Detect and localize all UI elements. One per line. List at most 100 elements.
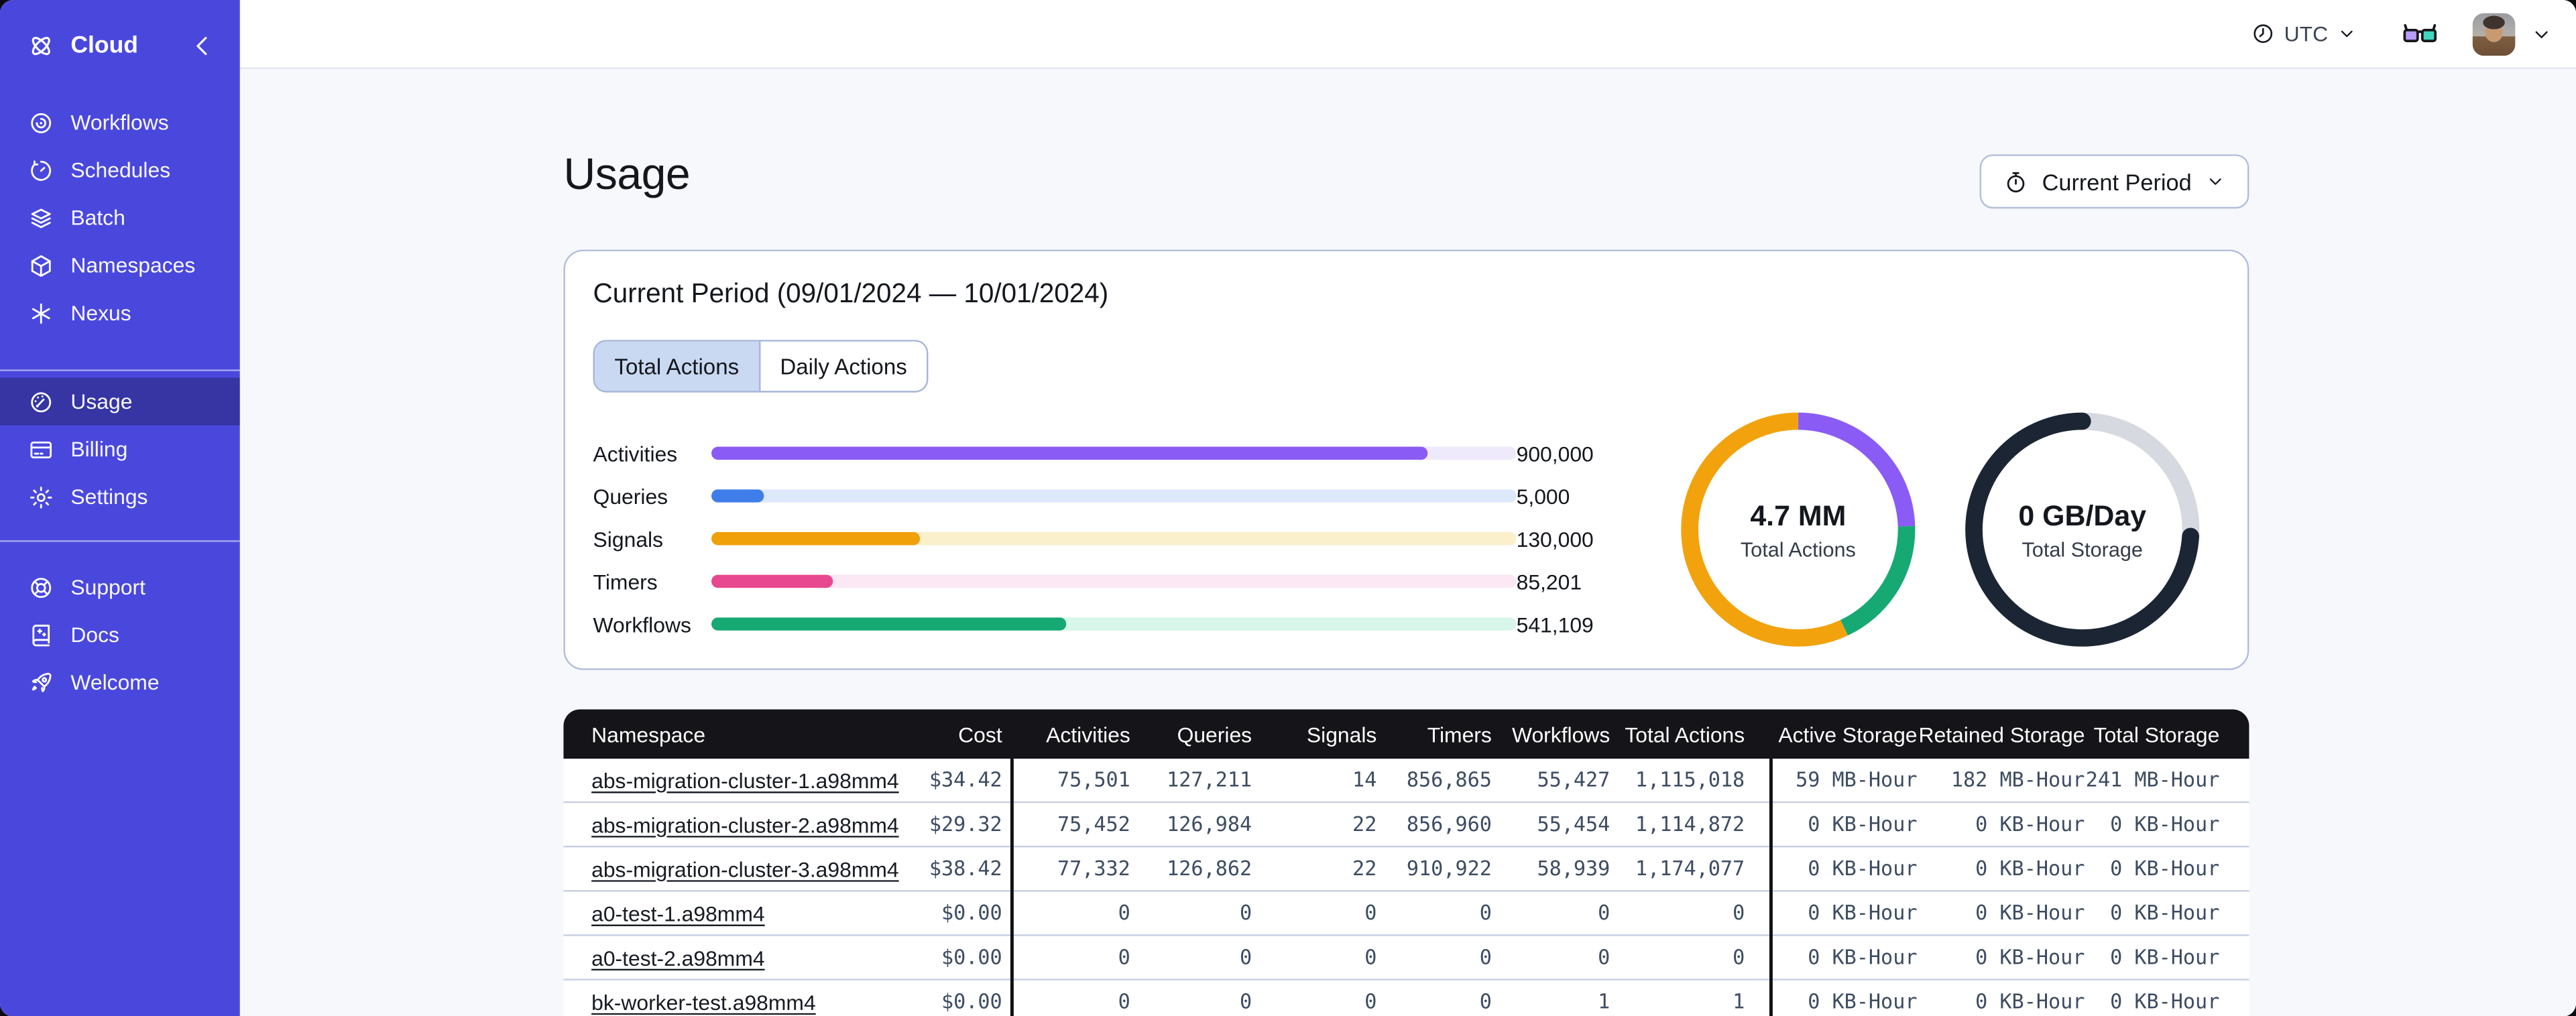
- bar-row-workflows: Workflows 541,109: [593, 602, 1623, 645]
- bar-value: 541,109: [1516, 611, 1594, 637]
- table-row: a0-test-1.a98mm4 $0.00 0 0 0 0 0 0 0 KB-…: [563, 890, 2249, 935]
- period-button-label: Current Period: [2042, 168, 2192, 195]
- sidebar-brand: Cloud: [26, 26, 223, 66]
- bar-track: [711, 446, 1517, 460]
- actions-bar-chart: Activities 900,000 Queries 5,000 Signals…: [593, 432, 1623, 645]
- sidebar-item-billing[interactable]: Billing: [0, 426, 240, 473]
- timezone-label: UTC: [2284, 21, 2329, 46]
- namespace-link[interactable]: abs-migration-cluster-2.a98mm4: [591, 812, 899, 837]
- bar-value: 900,000: [1516, 440, 1594, 466]
- col-queries[interactable]: Queries: [1177, 721, 1252, 747]
- table-header: Namespace Cost Activities Queries Signal…: [563, 709, 2249, 759]
- brand-label: Cloud: [70, 33, 139, 60]
- user-avatar[interactable]: [2472, 12, 2516, 56]
- sidebar-divider: [0, 540, 240, 542]
- namespace-link[interactable]: a0-test-2.a98mm4: [591, 945, 765, 970]
- table-column-divider: [1769, 759, 1773, 1016]
- bar-label: Timers: [593, 569, 658, 594]
- bar-row-queries: Queries 5,000: [593, 474, 1623, 517]
- actions-tabs: Total Actions Daily Actions: [593, 340, 929, 393]
- period-dropdown-button[interactable]: Current Period: [1979, 154, 2249, 209]
- namespace-link[interactable]: bk-worker-test.a98mm4: [591, 989, 816, 1015]
- tab-total-actions[interactable]: Total Actions: [595, 341, 759, 391]
- col-total-storage[interactable]: Total Storage: [2093, 721, 2220, 747]
- topbar: UTC: [239, 0, 2576, 69]
- usage-card: Current Period (09/01/2024 — 10/01/2024)…: [563, 249, 2249, 670]
- clock-icon: [2251, 21, 2276, 46]
- settings-icon: [28, 484, 54, 510]
- bar-fill: [711, 574, 833, 588]
- timezone-selector[interactable]: UTC: [2251, 21, 2358, 46]
- col-signals[interactable]: Signals: [1306, 721, 1377, 747]
- bar-fill: [711, 617, 1066, 631]
- sidebar-item-schedules[interactable]: Schedules: [0, 146, 240, 194]
- temporal-logo-icon: [26, 31, 56, 61]
- page-title: Usage: [563, 149, 691, 199]
- schedules-icon: [28, 157, 54, 183]
- col-cost[interactable]: Cost: [958, 721, 1002, 747]
- namespace-usage-table: Namespace Cost Activities Queries Signal…: [563, 709, 2249, 1016]
- bar-fill: [711, 489, 764, 503]
- table-column-divider: [1010, 759, 1014, 1016]
- bar-label: Workflows: [593, 611, 691, 637]
- main-content: Usage Current Period Current Period (09/…: [239, 67, 2576, 1016]
- col-active-storage[interactable]: Active Storage: [1778, 721, 1918, 747]
- sidebar-nav-footer: Support Docs Welcome: [0, 563, 240, 706]
- col-activities[interactable]: Activities: [1046, 721, 1130, 747]
- usage-icon: [28, 388, 54, 414]
- labs-glasses-icon[interactable]: [2402, 19, 2438, 48]
- bar-value: 85,201: [1516, 569, 1582, 594]
- donut-value: 4.7 MM: [1750, 498, 1847, 531]
- col-retained-storage[interactable]: Retained Storage: [1918, 721, 2085, 747]
- sidebar-item-namespaces[interactable]: Namespaces: [0, 241, 240, 289]
- total-storage-donut: 0 GB/Day Total Storage: [1963, 411, 2201, 649]
- donut-label: Total Storage: [2022, 537, 2143, 561]
- chevron-down-icon: [2336, 23, 2357, 44]
- support-icon: [28, 574, 54, 600]
- namespace-link[interactable]: abs-migration-cluster-3.a98mm4: [591, 856, 899, 881]
- bar-fill: [711, 531, 921, 546]
- table-row: bk-worker-test.a98mm4 $0.00 0 0 0 0 1 1 …: [563, 978, 2249, 1016]
- bar-label: Activities: [593, 440, 678, 466]
- bar-row-activities: Activities 900,000: [593, 432, 1623, 474]
- table-row: abs-migration-cluster-1.a98mm4 $34.42 75…: [563, 759, 2249, 802]
- bar-value: 5,000: [1516, 483, 1570, 509]
- chevron-down-icon: [2205, 171, 2226, 192]
- sidebar-item-welcome[interactable]: Welcome: [0, 659, 240, 706]
- bar-fill: [711, 446, 1428, 460]
- table-row: a0-test-2.a98mm4 $0.00 0 0 0 0 0 0 0 KB-…: [563, 934, 2249, 979]
- col-workflows[interactable]: Workflows: [1511, 721, 1611, 747]
- sidebar-item-nexus[interactable]: Nexus: [0, 289, 240, 336]
- namespace-link[interactable]: a0-test-1.a98mm4: [591, 900, 765, 926]
- bar-label: Signals: [593, 526, 664, 552]
- sidebar-item-workflows[interactable]: Workflows: [0, 99, 240, 146]
- sidebar-item-settings[interactable]: Settings: [0, 473, 240, 521]
- bar-label: Queries: [593, 483, 668, 509]
- bar-row-timers: Timers 85,201: [593, 560, 1623, 603]
- col-total-actions[interactable]: Total Actions: [1625, 721, 1745, 747]
- bar-value: 130,000: [1516, 526, 1594, 552]
- tab-daily-actions[interactable]: Daily Actions: [758, 341, 927, 391]
- stopwatch-icon: [2003, 168, 2029, 194]
- workflows-icon: [28, 109, 54, 135]
- col-namespace[interactable]: Namespace: [591, 721, 706, 747]
- col-timers[interactable]: Timers: [1427, 721, 1492, 747]
- account-chevron-down-icon[interactable]: [2530, 22, 2553, 45]
- billing-icon: [28, 436, 54, 462]
- sidebar-nav-primary: Workflows Schedules Batch Namespaces Nex…: [0, 99, 240, 336]
- nexus-icon: [28, 300, 54, 326]
- table-row: abs-migration-cluster-2.a98mm4 $29.32 75…: [563, 801, 2249, 846]
- namespace-link[interactable]: abs-migration-cluster-1.a98mm4: [591, 767, 899, 793]
- sidebar-nav-account: Usage Billing Settings: [0, 377, 240, 521]
- sidebar-item-docs[interactable]: Docs: [0, 611, 240, 659]
- sidebar-collapse-icon[interactable]: [187, 31, 217, 61]
- bar-row-signals: Signals 130,000: [593, 517, 1623, 560]
- sidebar: Cloud Workflows Schedules Batch Namespac…: [0, 0, 240, 1016]
- docs-icon: [28, 621, 54, 647]
- sidebar-item-support[interactable]: Support: [0, 563, 240, 611]
- sidebar-item-batch[interactable]: Batch: [0, 194, 240, 241]
- bar-track: [711, 489, 1517, 503]
- sidebar-item-usage[interactable]: Usage: [0, 377, 240, 426]
